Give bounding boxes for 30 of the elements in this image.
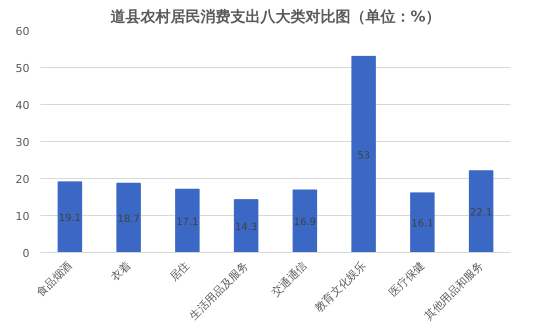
bar: [175, 188, 200, 252]
bar: [58, 181, 82, 252]
x-tick-label: 食品烟酒: [34, 258, 74, 300]
x-tick-label: 交通通信: [269, 258, 310, 300]
data-label: 22.1: [470, 208, 492, 219]
data-label: 14.3: [234, 222, 258, 234]
data-label: 16.9: [294, 217, 316, 228]
chart-title: 道县农村居民消费支出八大类对比图（单位：%）: [110, 8, 441, 26]
bar: [292, 189, 318, 252]
y-tick-label: 30: [16, 136, 30, 149]
x-tick-label: 医疗保健: [386, 258, 427, 300]
data-label: 16.1: [411, 218, 434, 230]
bar: [351, 56, 376, 252]
y-tick-label: 60: [16, 25, 30, 38]
y-tick-label: 50: [16, 62, 30, 75]
bar: [234, 199, 258, 252]
x-tick-label: 教育文化娱乐: [312, 258, 368, 315]
x-tick-label: 居住: [167, 258, 192, 284]
y-tick-label: 0: [22, 247, 30, 260]
x-tick-label: 衣着: [108, 258, 134, 284]
bar: [410, 192, 435, 252]
bar: [468, 170, 494, 252]
y-tick-label: 20: [16, 173, 30, 186]
y-tick-label: 40: [16, 99, 30, 112]
data-label: 18.7: [117, 214, 140, 225]
data-label: 53: [357, 150, 370, 162]
y-tick-label: 10: [16, 210, 30, 223]
bar: [116, 182, 141, 252]
data-label: 17.1: [176, 216, 199, 228]
data-label: 19.1: [58, 213, 82, 224]
